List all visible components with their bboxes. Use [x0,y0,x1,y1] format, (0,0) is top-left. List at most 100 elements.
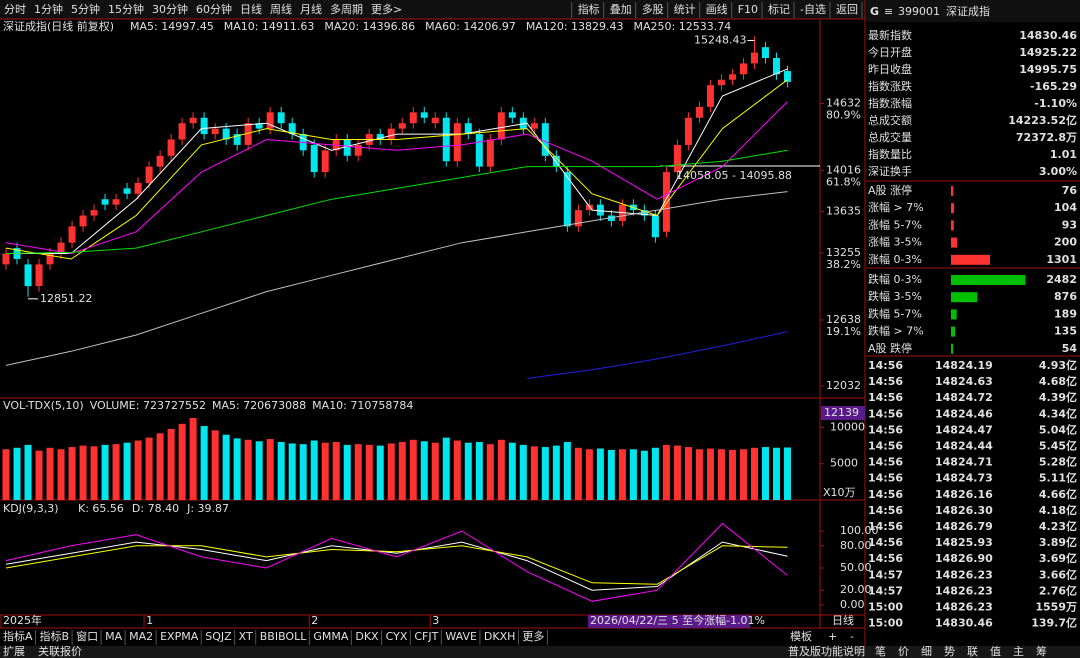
status-button[interactable]: 主 [1013,645,1024,658]
trade-time: 14:56 [868,391,903,404]
candle-body [783,71,791,82]
trade-time: 14:56 [868,536,903,549]
volume-bar [288,443,296,500]
volume-bar [90,446,98,500]
period-tab[interactable]: 1分钟 [34,2,63,16]
period-tab[interactable]: 60分钟 [196,2,232,16]
status-button[interactable]: 势 [944,645,955,658]
indicator-tab[interactable]: 窗口 [76,629,98,643]
candle-body [2,253,10,265]
indicator-line [5,522,788,602]
volume-bar [464,442,472,500]
indicator-tab[interactable]: 更多 [522,629,544,643]
candle-body [640,210,648,216]
kdj-legend: J: 39.87 [186,502,229,515]
toolbar-button[interactable]: 统计 [674,3,696,16]
indicator-tab[interactable]: MA [105,630,122,643]
indicator-tab[interactable]: CYX [386,630,408,643]
candle-body [222,128,230,140]
candle-body [673,144,681,173]
period-tab[interactable]: 30分钟 [152,2,188,16]
menu-icon[interactable]: ≡ [884,5,893,18]
volume-legend: MA5: 720673088 [212,399,306,412]
volume-bar [673,445,681,500]
period-tab[interactable]: 日线 [240,2,262,16]
toolbar-button[interactable]: 标记 [768,2,790,16]
volume-bar [123,442,131,500]
candle-body [376,134,384,140]
status-button[interactable]: 联 [967,645,978,658]
volume-bar [706,448,714,500]
volume-bar [783,447,791,500]
toolbar-button[interactable]: 画线 [706,2,728,16]
trade-price: 14824.44 [935,440,993,453]
y-tick-label: 13255 [826,246,861,259]
indicator-tab[interactable]: XT [239,630,253,643]
template-button[interactable]: + [828,630,837,643]
status-button[interactable]: 筹 [1036,644,1047,658]
toolbar-button[interactable]: F10 [738,3,758,16]
indicator-tab[interactable]: GMMA [313,630,349,643]
template-button[interactable]: - [850,630,854,643]
period-label[interactable]: 日线 [832,613,854,627]
volume-bar [651,447,659,500]
toolbar-button[interactable]: -自选 [800,3,826,16]
status-button[interactable]: 笔 [875,644,886,658]
period-tab[interactable]: 周线 [270,2,292,16]
ma-legend: MA5: 14997.45 [130,20,214,33]
trade-price: 14826.16 [935,488,993,501]
indicator-tab[interactable]: MA2 [129,630,153,643]
status-button[interactable]: 值 [990,645,1001,658]
toolbar-button[interactable]: 指标 [578,2,600,16]
indicator-tab[interactable]: SQJZ [205,630,232,643]
candle-body [695,106,703,118]
stat-value: 1.01 [1050,148,1077,161]
volume-bar [24,444,32,500]
stat-value: 14830.46 [1019,29,1077,42]
indicator-tab[interactable]: 指标A [3,629,33,643]
quote-header [866,0,1080,22]
template-button[interactable]: 模板 [790,629,812,643]
volume-bar [453,440,461,500]
candle-body [79,215,87,227]
status-button[interactable]: 普及版功能说明 [788,644,865,658]
period-tab[interactable]: 15分钟 [108,2,144,16]
candle-body [321,150,329,173]
fib-label: 61.8% [826,175,861,188]
indicator-tab[interactable]: EXPMA [160,630,199,643]
status-button[interactable]: 细 [921,645,932,658]
toolbar-button[interactable]: 叠加 [610,3,632,16]
indicator-tab[interactable]: BBIBOLL [260,630,307,643]
candle-body [255,123,263,129]
period-tab[interactable]: 更多> [371,2,402,16]
period-tab[interactable]: 5分钟 [71,2,100,16]
trade-amount: 5.11亿 [1039,471,1077,485]
volume-bar [684,447,692,500]
volume-bar [156,433,164,500]
indicator-tab[interactable]: DKXH [484,630,516,643]
volume-bar [211,430,219,500]
toolbar-button[interactable]: 返回 [836,3,858,16]
date-label: 2 [311,614,318,627]
volume-bar [255,441,263,500]
indicator-tab[interactable]: 指标B [40,629,70,643]
volume-bar [618,449,626,500]
volume-bar [761,447,769,500]
volume-unit: X10万 [823,486,856,499]
status-button[interactable]: 关联报价 [38,644,82,658]
candle-body [607,215,615,221]
period-tab[interactable]: 分时 [4,3,26,16]
indicator-tab[interactable]: CFJT [414,630,438,643]
indicator-tab[interactable]: DKX [355,630,379,643]
volume-bar [442,437,450,500]
y-tick-label: 12032 [826,379,861,392]
status-button[interactable]: 扩展 [3,644,25,658]
period-tab[interactable]: 月线 [300,2,322,16]
trade-amount: 4.39亿 [1039,390,1077,404]
toolbar-button[interactable]: 多股 [642,2,664,16]
status-button[interactable]: 价 [898,645,909,658]
indicator-tab[interactable]: WAVE [445,630,477,643]
trade-amount: 3.69亿 [1039,551,1077,565]
period-tab[interactable]: 多周期 [330,2,363,16]
candle-body [552,155,560,167]
